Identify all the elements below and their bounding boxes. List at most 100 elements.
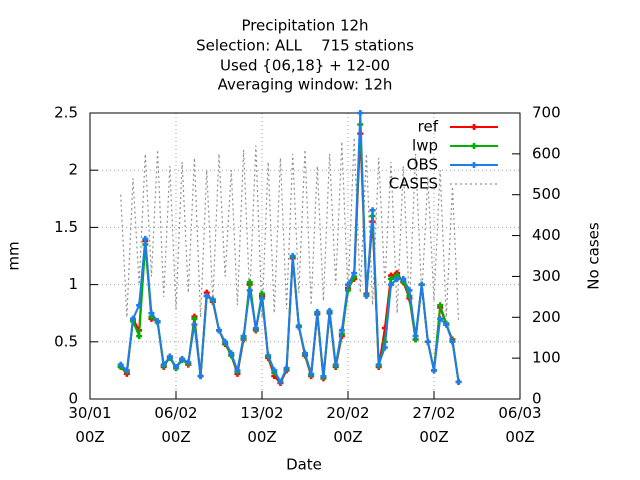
plot-frame: [89, 112, 521, 400]
point-marker: [148, 310, 155, 317]
legend-label: lwp: [412, 137, 438, 155]
point-marker: [252, 325, 259, 332]
y-tick-label: 2: [68, 161, 78, 179]
y-tick-label: 2.5: [54, 104, 78, 122]
point-marker: [369, 207, 376, 214]
x-axis-label: Date: [286, 456, 322, 474]
x-tick-label: 20/02 00Z: [326, 404, 369, 446]
point-marker: [209, 296, 216, 303]
y-tick-label: 1: [68, 275, 78, 293]
y2-tick-label: 600: [532, 144, 561, 162]
x-tick-label-line: 20/02: [326, 404, 369, 422]
x-tick-label-line: 06/02: [154, 404, 197, 422]
point-marker: [332, 361, 339, 368]
y2-tick-label: 500: [532, 185, 561, 203]
y2-tick-label: 700: [532, 104, 561, 122]
point-marker: [117, 361, 124, 368]
x-tick-label: 13/02 00Z: [240, 404, 283, 446]
point-marker: [381, 344, 388, 351]
x-tick-label-line: 30/01: [68, 404, 111, 422]
point-marker: [166, 353, 173, 360]
point-marker: [394, 275, 401, 282]
legend-label: ref: [418, 118, 439, 136]
point-marker: [240, 333, 247, 340]
point-marker: [136, 333, 143, 340]
point-marker: [277, 378, 284, 385]
point-marker: [351, 270, 358, 277]
x-tick-label-line: 00Z: [333, 428, 362, 446]
point-marker: [191, 315, 198, 322]
point-marker: [388, 281, 394, 288]
point-marker: [271, 367, 278, 374]
x-tick-label: 06/03 00Z: [498, 404, 541, 446]
x-tick-label-line: 00Z: [75, 428, 104, 446]
point-marker: [234, 367, 241, 374]
title-line: Precipitation 12h: [241, 17, 368, 35]
point-marker: [400, 275, 407, 282]
y2-tick-label: 400: [532, 226, 561, 244]
legend-marker: [471, 143, 477, 149]
point-marker: [289, 253, 296, 259]
point-marker: [265, 352, 272, 359]
point-marker: [320, 373, 327, 380]
point-marker: [246, 287, 253, 294]
point-marker: [314, 309, 321, 316]
point-marker: [406, 287, 413, 294]
point-marker: [388, 275, 394, 282]
x-tick-label: 06/02 00Z: [154, 404, 197, 446]
point-marker: [197, 373, 204, 380]
y-tick-label: 0: [68, 390, 78, 408]
point-marker: [222, 338, 229, 345]
point-marker: [160, 361, 167, 368]
y2-tick-label: 100: [532, 349, 561, 367]
series-line: [120, 137, 460, 322]
point-marker: [437, 315, 444, 322]
x-tick-label-line: 06/03: [498, 404, 541, 422]
legend-marker: [471, 124, 477, 130]
y2-tick-label: 0: [532, 390, 542, 408]
point-marker: [431, 367, 437, 374]
point-marker: [338, 327, 345, 334]
point-marker: [443, 321, 450, 328]
point-marker: [455, 378, 462, 385]
y-tick-label: 1.5: [54, 218, 78, 236]
x-tick-label-line: 00Z: [419, 428, 448, 446]
title-line: Used {06,18} + 12-00: [220, 57, 390, 75]
x-tick-label-line: 27/02: [412, 404, 455, 422]
y2-axis-label: No cases: [585, 222, 603, 290]
point-marker: [228, 350, 235, 357]
point-marker: [136, 302, 143, 309]
x-tick-label-line: 00Z: [247, 428, 276, 446]
point-marker: [437, 302, 444, 309]
y-tick-label: 0.5: [54, 332, 78, 350]
point-marker: [295, 323, 302, 330]
point-marker: [259, 295, 265, 302]
point-marker: [185, 359, 192, 366]
point-marker: [375, 361, 382, 368]
y-axis-label: mm: [5, 241, 23, 270]
point-marker: [302, 350, 308, 357]
point-marker: [357, 110, 364, 116]
y2-tick-label: 200: [532, 308, 561, 326]
x-tick-label: 27/02 00Z: [412, 404, 455, 446]
x-tick-label-line: 00Z: [505, 428, 534, 446]
x-tick-label-line: 00Z: [161, 428, 190, 446]
point-marker: [283, 365, 290, 372]
point-marker: [246, 279, 253, 286]
x-tick-label-line: 13/02: [240, 404, 283, 422]
legend-label: CASES: [389, 175, 438, 193]
point-marker: [418, 281, 425, 288]
point-marker: [130, 315, 136, 322]
point-marker: [154, 318, 161, 325]
point-marker: [345, 281, 351, 288]
point-marker: [142, 235, 149, 242]
point-marker: [203, 293, 210, 300]
point-marker: [308, 370, 315, 377]
point-marker: [363, 293, 370, 300]
point-marker: [191, 321, 198, 328]
point-marker: [179, 355, 186, 362]
point-marker: [412, 333, 419, 340]
legend-marker: [471, 162, 477, 168]
y2-tick-label: 300: [532, 267, 561, 285]
